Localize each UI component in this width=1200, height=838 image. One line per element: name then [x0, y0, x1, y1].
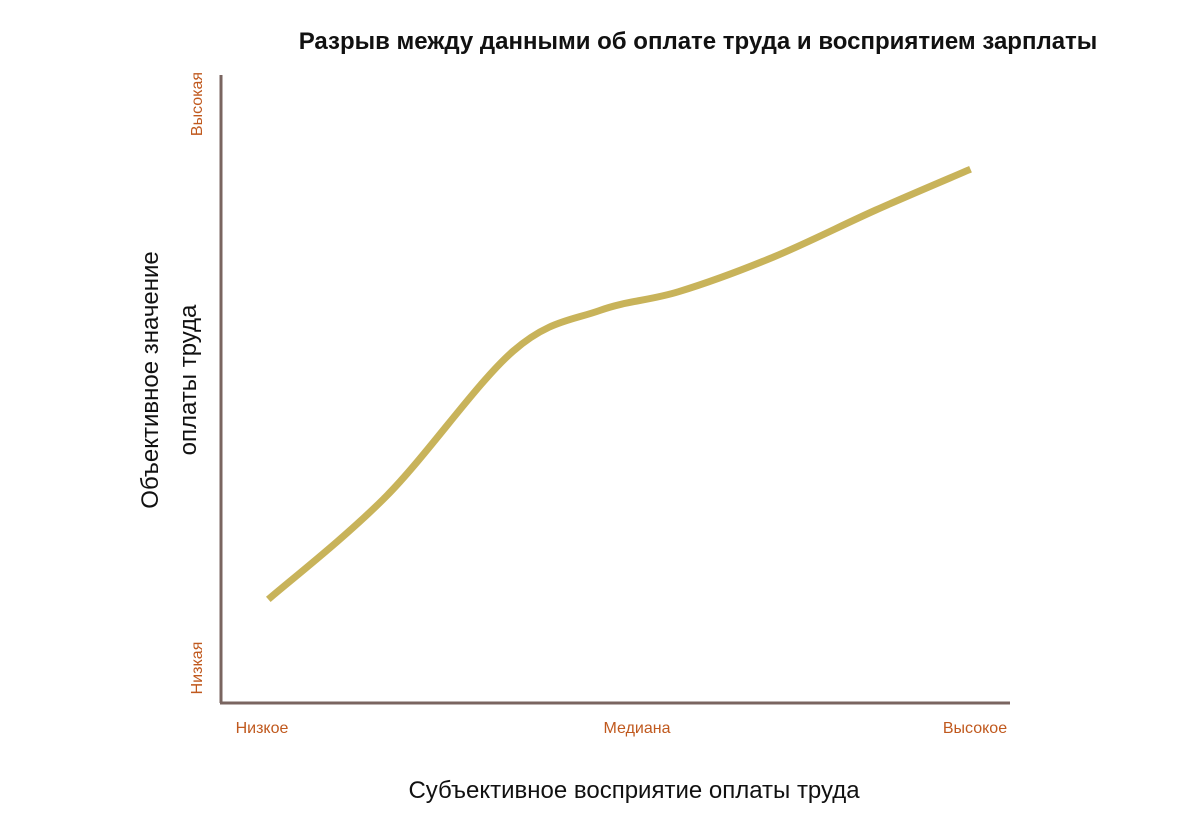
x-tick-label: Низкое: [236, 720, 289, 737]
axes: [219, 75, 1010, 705]
y-axis-label-line: оплаты труда: [175, 304, 202, 455]
y-tick-labels: Низкая Высокая: [189, 72, 206, 694]
y-tick-label: Низкая: [189, 642, 206, 695]
y-axis-label: Объективное значение оплаты труда: [137, 251, 202, 508]
x-axis-label: Субъективное восприятие оплаты труда: [408, 777, 860, 804]
y-tick-label: Высокая: [189, 72, 206, 136]
series-line: [265, 165, 972, 603]
plot-series: [265, 165, 972, 603]
x-tick-label: Высокое: [943, 720, 1007, 737]
y-axis-label-line: Объективное значение: [137, 251, 164, 508]
x-tick-labels: Низкое Медиана Высокое: [236, 720, 1008, 737]
x-tick-label: Медиана: [604, 720, 671, 737]
chart-title: Разрыв между данными об оплате труда и в…: [299, 28, 1098, 55]
